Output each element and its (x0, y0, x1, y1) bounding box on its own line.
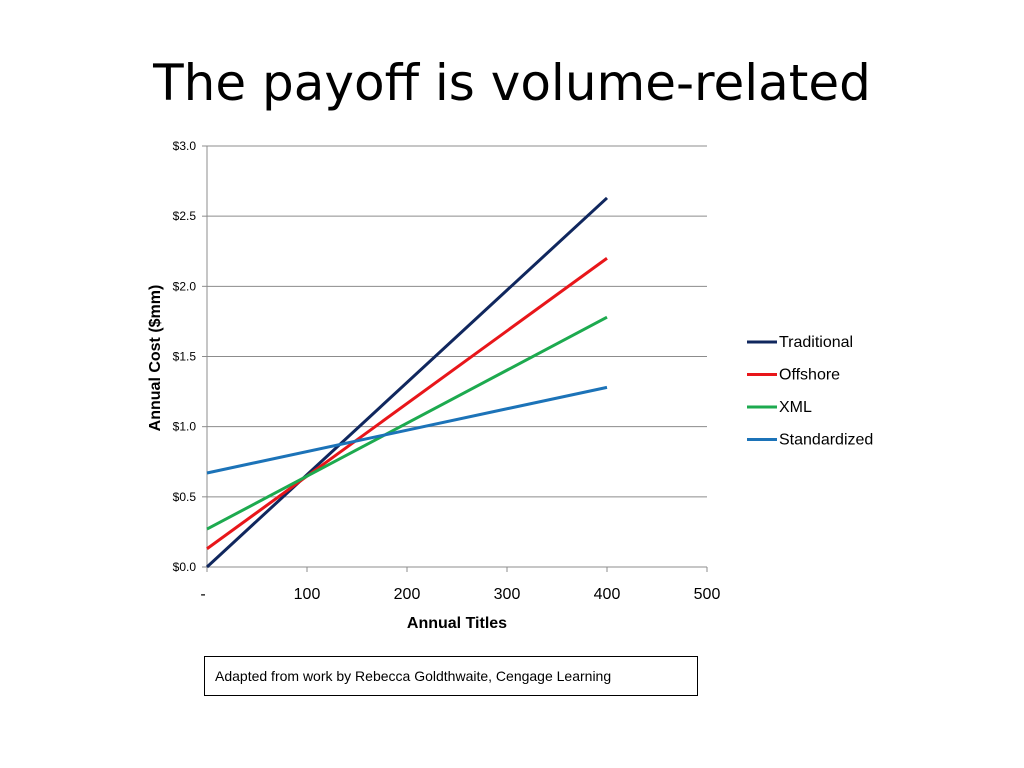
x-tick-label: 100 (294, 586, 321, 603)
legend-label-xml: XML (779, 399, 812, 416)
series-line-traditional (205, 196, 609, 569)
y-tick-label: $2.0 (173, 279, 197, 293)
y-tick-label: $0.5 (173, 490, 197, 504)
y-tick-label: $3.0 (173, 139, 197, 153)
x-axis-title: Annual Titles (407, 615, 507, 632)
source-credit-text: Adapted from work by Rebecca Goldthwaite… (215, 668, 612, 684)
legend: Traditional Offshore XML Standardized (747, 334, 873, 449)
y-tick-label: $1.0 (173, 420, 197, 434)
series-lines (205, 196, 609, 569)
series-line-standardized (206, 385, 608, 475)
x-tick-label: 400 (594, 586, 621, 603)
x-tick-label: 300 (494, 586, 521, 603)
axes (202, 145, 708, 572)
y-tick-label: $2.5 (173, 209, 197, 223)
legend-label-traditional: Traditional (779, 334, 853, 351)
legend-label-standardized: Standardized (779, 432, 873, 449)
y-tick-label: $0.0 (173, 560, 197, 574)
x-tick-label: 500 (694, 586, 721, 603)
slide-title: The payoff is volume-related (153, 54, 871, 112)
tick-labels: $0.0 $0.5 $1.0 $1.5 $2.0 $2.5 $3.0 - 100 200 300 40… (173, 139, 721, 603)
series-line-xml (206, 315, 608, 531)
source-credit-box: Adapted from work by Rebecca Goldthwaite… (204, 656, 698, 696)
y-tick-label: $1.5 (173, 350, 197, 364)
gridlines (207, 145, 707, 498)
series-line-offshore (206, 257, 608, 550)
x-tick-label: - (200, 586, 205, 603)
x-tick-label: 200 (394, 586, 421, 603)
y-axis-title: Annual Cost ($mm) (147, 285, 164, 432)
legend-label-offshore: Offshore (779, 367, 840, 384)
